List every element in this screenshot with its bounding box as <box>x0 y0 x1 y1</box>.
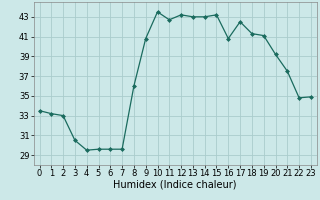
X-axis label: Humidex (Indice chaleur): Humidex (Indice chaleur) <box>114 180 237 190</box>
